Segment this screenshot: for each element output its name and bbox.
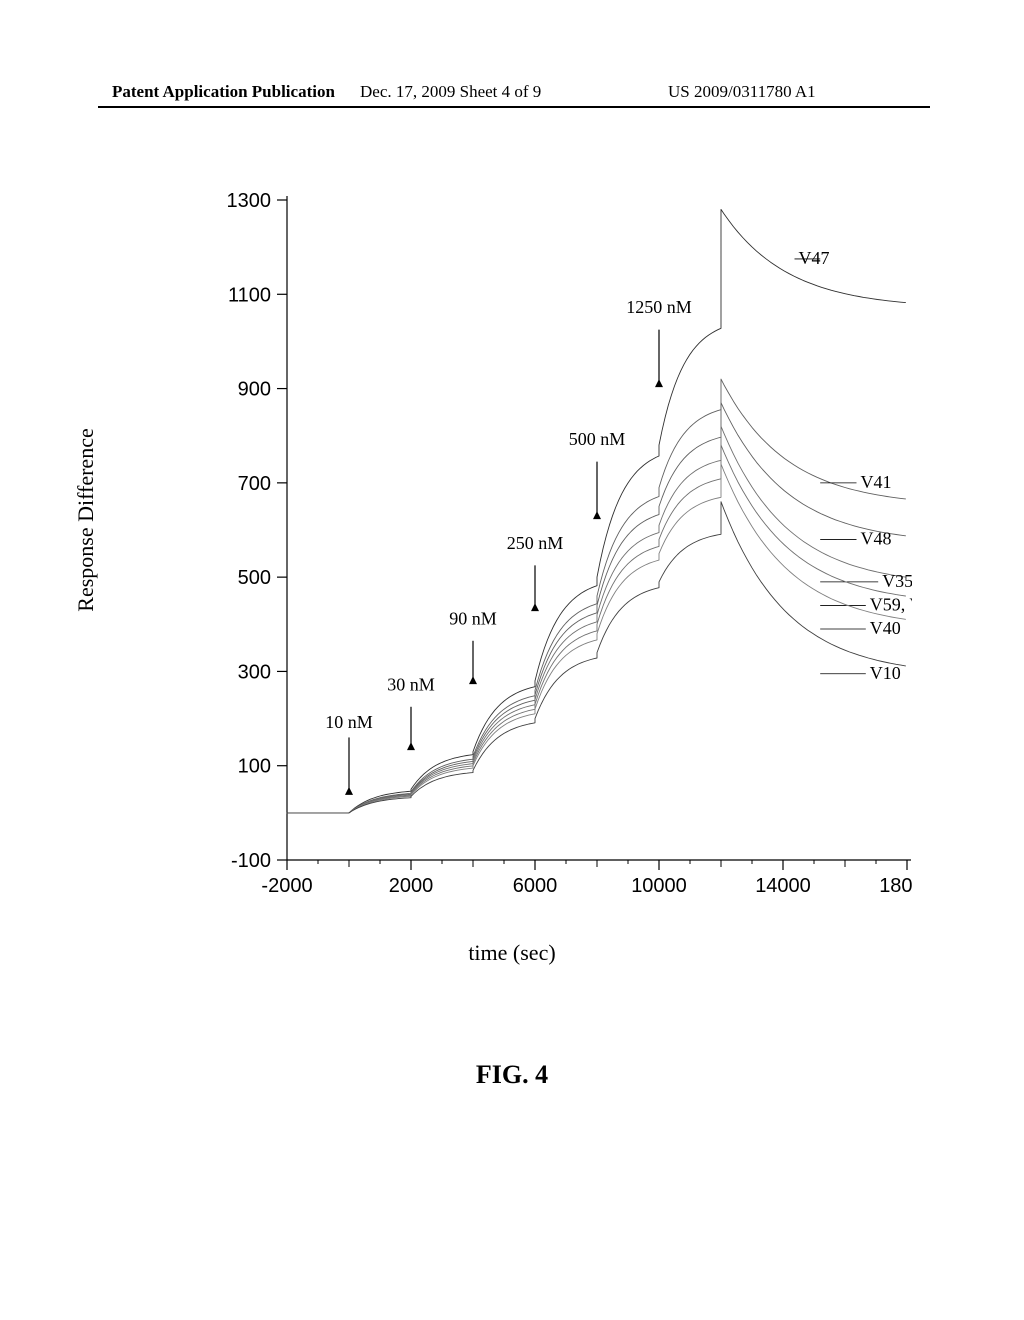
y-tick-label: 500 [238,567,271,589]
x-tick-label: 18000 [879,875,912,897]
x-tick-label: 2000 [389,875,434,897]
x-tick-label: -2000 [261,875,312,897]
series-label-V48: V48 [861,528,892,548]
series-V48 [287,403,906,813]
header-publication: Patent Application Publication [112,82,335,102]
series-V10 [287,502,906,813]
annotation-label: 30 nM [387,674,435,694]
annotation-arrowhead [407,742,415,750]
y-tick-label: 1100 [228,284,271,306]
y-tick-label: 1300 [227,190,272,212]
annotation-label: 10 nM [325,712,373,732]
annotation-arrowhead [469,676,477,684]
y-axis-label: Response Difference [73,428,99,611]
annotation-arrowhead [655,379,663,387]
header-date-sheet: Dec. 17, 2009 Sheet 4 of 9 [360,82,541,102]
annotation-label: 500 nM [569,429,626,449]
series-V59_V37 [287,445,906,813]
series-label-V10: V10 [870,663,901,683]
series-label-V40: V40 [870,618,901,638]
series-label-V47: V47 [799,248,830,268]
annotation-arrowhead [531,603,539,611]
series-V35_V38 [287,426,906,813]
header-patent-num: US 2009/0311780 A1 [668,82,816,102]
figure-caption: FIG. 4 [476,1060,548,1090]
y-tick-label: 300 [238,661,271,683]
series-label-V41: V41 [861,472,892,492]
x-tick-label: 10000 [631,875,687,897]
series-label-V59_V37: V59, V37 [870,594,912,614]
figure-wrap: -100 100 300 500 700 900 1100 1300 -2000 2000 6000… [112,180,912,940]
y-tick-label: 900 [238,379,271,401]
series-V47 [287,209,906,813]
y-tick-label: -100 [231,850,271,872]
x-tick-label: 6000 [513,875,558,897]
series-label-V35_V38: V35,V38 [882,571,912,591]
annotation-label: 90 nM [449,608,497,628]
annotation-label: 250 nM [507,533,564,553]
x-tick-label: 14000 [755,875,811,897]
header-rule [98,106,930,108]
x-axis-label: time (sec) [468,940,555,966]
y-tick-label: 700 [238,473,271,495]
annotation-arrowhead [345,787,353,795]
annotation-label: 1250 nM [626,297,692,317]
response-chart: -100 100 300 500 700 900 1100 1300 -2000 2000 6000… [112,180,912,940]
y-tick-label: 100 [238,756,271,778]
annotation-arrowhead [593,511,601,519]
